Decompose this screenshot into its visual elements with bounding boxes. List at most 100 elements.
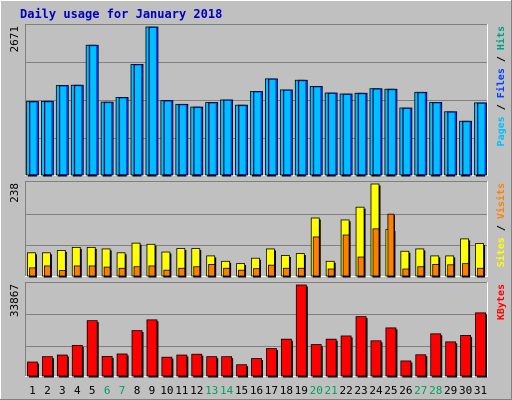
x-tick-label: 16: [250, 384, 263, 397]
visits-sites-panel: 238 Sites / Visits: [8, 181, 507, 278]
x-tick-label: 25: [384, 384, 397, 397]
bar-kbytes: [116, 353, 128, 377]
bar-highlight: [373, 89, 380, 174]
bar-highlight: [224, 100, 231, 174]
bar-kbytes: [355, 316, 367, 377]
bar-kbytes: [131, 330, 143, 377]
x-tick-label: 13: [205, 384, 218, 397]
bar-sites: [312, 236, 320, 277]
x-tick-label: 18: [280, 384, 293, 397]
bar-kbytes: [56, 354, 68, 377]
bar-kbytes: [71, 344, 83, 377]
bar-sites: [327, 268, 335, 277]
x-tick-label: 22: [339, 384, 352, 397]
y-max-label: 2671: [8, 26, 21, 53]
bar-kbytes: [101, 355, 113, 377]
bar-highlight: [90, 46, 97, 175]
bar-kbytes: [415, 354, 427, 377]
bar-highlight: [478, 103, 485, 174]
bar-highlight: [254, 92, 261, 174]
bar-highlight: [75, 86, 82, 174]
bar-highlight: [344, 94, 351, 174]
bar-kbytes: [146, 319, 158, 377]
legend-entry: Files: [495, 68, 507, 98]
bar-highlight: [388, 90, 395, 174]
legend-entry: Visits: [495, 183, 507, 219]
x-tick-label: 8: [134, 384, 141, 397]
x-tick-label: 11: [175, 384, 188, 397]
x-tick-label: 3: [59, 384, 66, 397]
bar-sites: [163, 269, 171, 277]
x-tick-label: 2: [44, 384, 51, 397]
x-tick-label: 14: [220, 384, 234, 397]
bar-kbytes: [340, 335, 352, 377]
bar-highlight: [433, 103, 440, 174]
bar-highlight: [105, 103, 112, 174]
bar-kbytes: [266, 348, 277, 377]
bar-sites: [253, 268, 260, 277]
bar-sites: [447, 264, 455, 277]
bar-highlight: [194, 108, 201, 174]
bar-sites: [223, 267, 231, 277]
bar-kbytes: [86, 320, 98, 377]
bar-kbytes: [445, 341, 457, 377]
bars: [26, 26, 487, 177]
bar-kbytes: [221, 356, 233, 377]
bar-highlight: [120, 98, 127, 174]
bar-sites: [133, 266, 141, 277]
bars: [27, 284, 488, 378]
bar-kbytes: [430, 333, 442, 377]
bar-kbytes: [370, 340, 382, 377]
legend: Pages / Files / Hits: [495, 26, 507, 146]
bar-sites: [342, 234, 350, 277]
bar-sites: [73, 265, 81, 277]
bar-sites: [297, 267, 305, 277]
bar-kbytes: [310, 344, 322, 377]
x-tick-label: 10: [160, 384, 173, 397]
bar-sites: [432, 264, 440, 277]
bar-highlight: [45, 102, 52, 174]
x-tick-label: 9: [149, 384, 156, 397]
bar-highlight: [284, 90, 291, 174]
hits-files-panel: 2671 Pages / Files / Hits: [8, 24, 507, 177]
x-tick-label: 31: [474, 384, 487, 397]
bar-highlight: [209, 103, 216, 174]
legend-entry: Hits: [495, 26, 507, 50]
bar-sites: [402, 268, 410, 277]
bar-highlight: [418, 93, 425, 174]
bar-sites: [477, 267, 484, 277]
bar-kbytes: [295, 284, 307, 377]
bar-kbytes: [42, 356, 53, 377]
legend: KBytes: [496, 284, 507, 320]
bar-sites: [118, 267, 126, 277]
bars: [27, 183, 486, 278]
x-tick-label: 20: [310, 384, 323, 397]
x-tick-label: 28: [429, 384, 442, 397]
bar-sites: [193, 266, 201, 277]
legend-entry: Pages: [496, 116, 507, 146]
x-axis-labels: 1 2 3 4 5 6 7 8 9 10 11 12 13 14 15 16 17 18 19 20 21 22 23 24 2…: [29, 384, 487, 397]
legend-entry: Sites: [495, 237, 507, 267]
bar-kbytes: [475, 312, 486, 377]
bar-highlight: [299, 81, 306, 174]
bar-sites: [148, 265, 156, 277]
bar-sites: [462, 263, 469, 277]
x-tick-label: 24: [369, 384, 383, 397]
bar-kbytes: [460, 335, 471, 377]
x-tick-label: 6: [104, 384, 111, 397]
bar-kbytes: [236, 364, 247, 377]
chart-title: Daily usage for January 2018: [20, 7, 222, 21]
x-tick-label: 19: [295, 384, 308, 397]
bar-highlight: [179, 105, 186, 174]
bar-sites: [29, 267, 36, 277]
bar-kbytes: [251, 358, 262, 377]
y-max-label: 238: [8, 183, 21, 203]
bar-sites: [103, 266, 111, 277]
bar-highlight: [448, 112, 455, 174]
bar-sites: [44, 265, 51, 277]
x-tick-label: 26: [399, 384, 412, 397]
x-tick-label: 29: [444, 384, 457, 397]
bar-kbytes: [206, 356, 218, 377]
bar-sites: [238, 269, 245, 277]
